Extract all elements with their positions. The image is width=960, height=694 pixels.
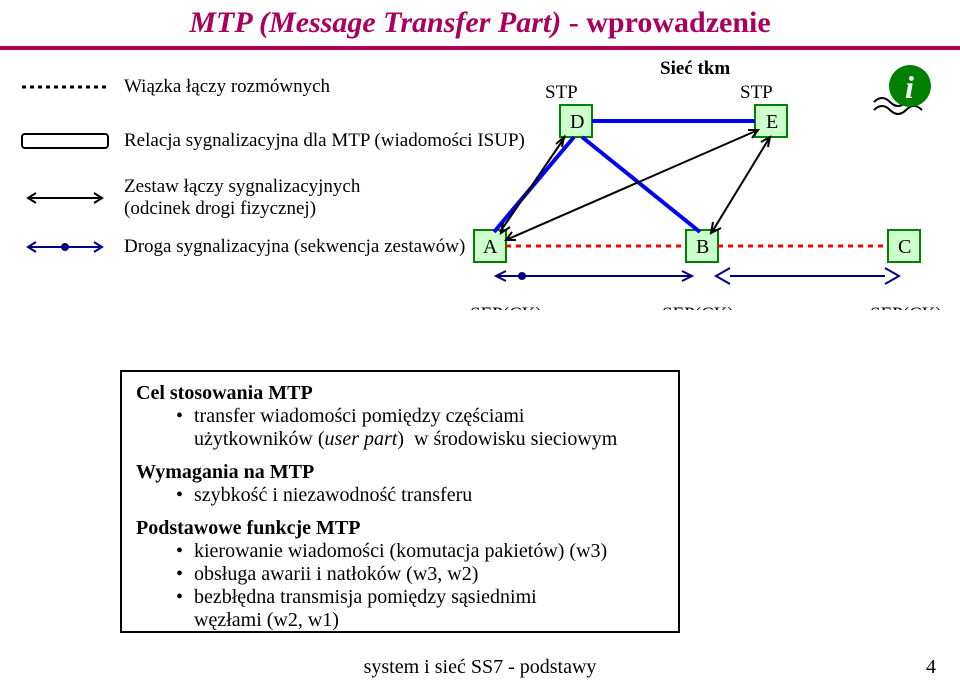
info-icon: i [872, 60, 932, 120]
sec3-b3b: węzłami (w2, w1) [194, 609, 339, 631]
sec1-bullet: transfer wiadomości pomiędzy częściami u… [180, 405, 664, 451]
sep-label-c: SEP(CK) [870, 304, 942, 310]
sec1-b1b: użytkowników (user part) w środowisku si… [194, 428, 617, 450]
sec3-title: Podstawowe funkcje MTP [136, 517, 664, 540]
node-b-label: B [696, 236, 709, 258]
diag-top-label: Sieć tkm [660, 58, 730, 79]
link-a-e-arrow [506, 130, 758, 240]
title-rest: - wprowadzenie [561, 6, 770, 39]
footer-text: system i sieć SS7 - podstawy [0, 656, 960, 679]
content-box: Cel stosowania MTP transfer wiadomości p… [120, 370, 680, 633]
footer-page: 4 [926, 656, 936, 679]
sec3-b2: obsługa awarii i natłoków (w3, w2) [180, 563, 664, 586]
sec1-b1a: transfer wiadomości pomiędzy częściami [194, 405, 524, 427]
page-title: MTP (Message Transfer Part) - wprowadzen… [0, 6, 960, 40]
title-italic: MTP (Message Transfer Part) [189, 6, 561, 39]
sec1-title: Cel stosowania MTP [136, 382, 664, 405]
network-diagram: Sieć tkm STP STP D E A B C SEP(CK) SEP(C… [0, 50, 960, 310]
node-c-label: C [898, 236, 911, 258]
node-e-label: E [766, 111, 778, 133]
node-a-label: A [483, 236, 498, 258]
sec3-b3a: bezbłędna transmisja pomiędzy sąsiednimi [194, 586, 537, 608]
sec3-b3: bezbłędna transmisja pomiędzy sąsiednimi… [180, 586, 664, 632]
sep-label-a: SEP(CK) [470, 304, 542, 310]
sec2-title: Wymagania na MTP [136, 461, 664, 484]
diag-stp-label-left: STP [545, 82, 578, 103]
sec2-bullet: szybkość i niezawodność transferu [180, 484, 664, 507]
bluepath-a-d [494, 137, 574, 232]
sec3-b1: kierowanie wiadomości (komutacja pakietó… [180, 540, 664, 563]
node-d-label: D [570, 111, 584, 133]
diag-stp-label-right: STP [740, 82, 773, 103]
sep-label-b: SEP(CK) [662, 304, 734, 310]
bluepath-d-b [582, 137, 700, 232]
svg-text:i: i [905, 69, 914, 105]
link-e-b-arrow [712, 137, 770, 232]
